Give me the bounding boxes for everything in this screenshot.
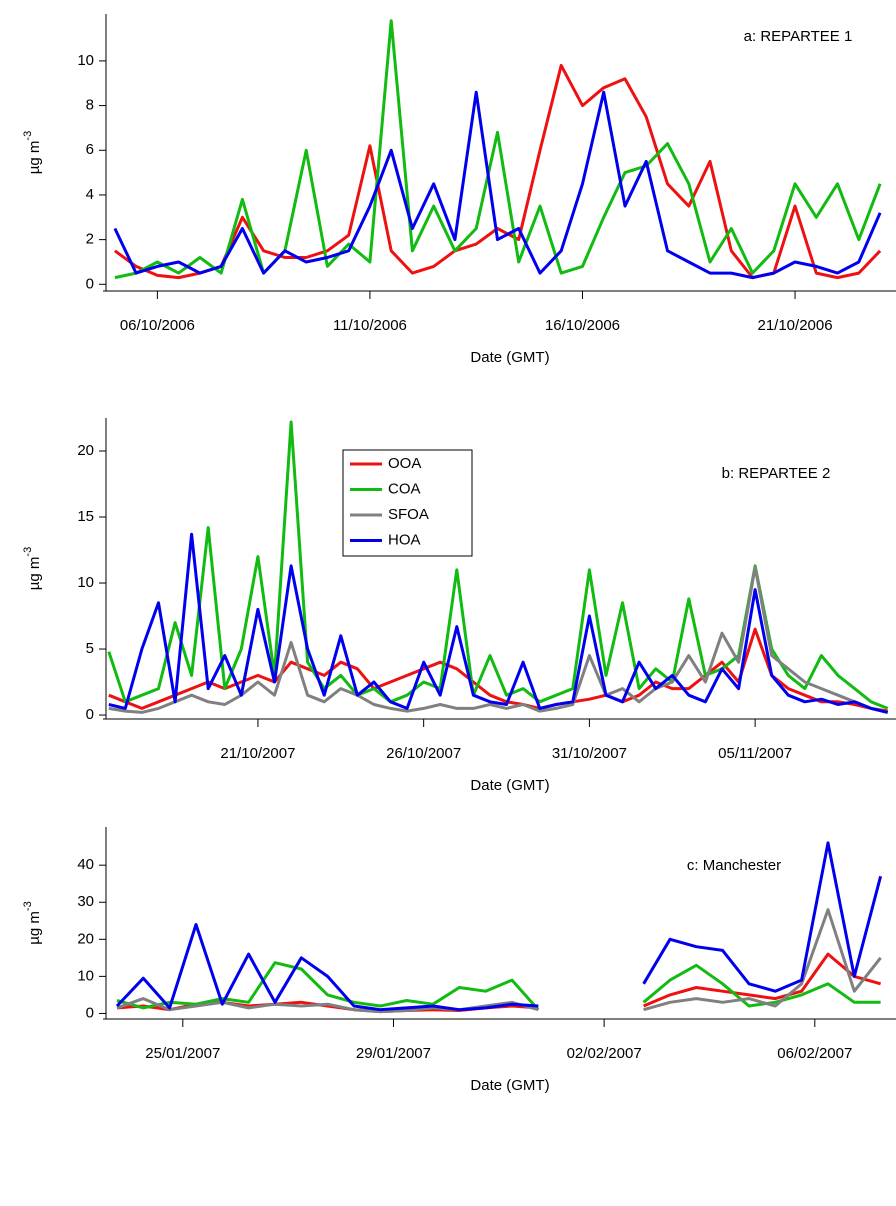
y-tick-label: 6 <box>86 141 94 158</box>
x-tick-label: 26/10/2007 <box>386 745 461 762</box>
y-axis-label: µg m-3 <box>22 547 43 590</box>
y-tick-label: 0 <box>86 1004 94 1021</box>
y-tick-label: 0 <box>86 706 94 723</box>
panel: 0 2 4 6 8 10 06/10/2006 11/10/2006 16/10/2006 21/… <box>22 14 896 366</box>
annotation: c: Manchester <box>687 857 781 874</box>
legend-label: HOA <box>388 531 421 548</box>
series-line <box>108 565 889 714</box>
y-tick-label: 4 <box>86 186 94 203</box>
series-line <box>114 19 882 280</box>
y-tick-label: 10 <box>77 967 94 984</box>
x-tick-label: 16/10/2006 <box>545 317 620 334</box>
x-axis-label: Date (GMT) <box>470 777 549 794</box>
series-line <box>115 841 883 1012</box>
x-axis-label: Date (GMT) <box>470 349 549 366</box>
y-axis-label-sup: -3 <box>22 131 34 141</box>
y-tick-label: 2 <box>86 231 94 248</box>
y-axis-label-text: µg m <box>26 911 43 945</box>
annotation: b: REPARTEE 2 <box>722 465 831 482</box>
y-axis-label: µg m-3 <box>22 901 43 944</box>
series-line <box>108 532 889 714</box>
y-tick-label: 10 <box>77 52 94 69</box>
x-tick-label: 25/01/2007 <box>145 1045 220 1062</box>
annotation: a: REPARTEE 1 <box>744 28 853 45</box>
x-tick-label: 21/10/2006 <box>757 317 832 334</box>
y-tick-label: 40 <box>77 856 94 873</box>
legend-label: OOA <box>388 455 421 472</box>
series-line <box>116 961 881 1011</box>
panel: 0 5 10 15 20 21/10/2007 26/10/2007 31/10/2007 05… <box>22 418 896 794</box>
x-tick-label: 29/01/2007 <box>356 1045 431 1062</box>
x-tick-label: 21/10/2007 <box>220 745 295 762</box>
y-tick-label: 30 <box>77 893 94 910</box>
legend-label: SFOA <box>388 506 429 523</box>
y-tick-label: 10 <box>77 574 94 591</box>
x-tick-label: 11/10/2006 <box>333 317 407 334</box>
panel: 0 10 20 30 40 25/01/2007 29/01/2007 02/02/2007 0… <box>22 827 896 1094</box>
x-axis-label: Date (GMT) <box>470 1077 549 1094</box>
series-line <box>113 90 882 280</box>
series-line <box>108 627 888 713</box>
y-tick-label: 5 <box>86 640 94 657</box>
y-tick-label: 15 <box>77 508 94 525</box>
x-tick-label: 05/11/2007 <box>718 745 792 762</box>
x-tick-label: 02/02/2007 <box>567 1045 642 1062</box>
y-axis-label: µg m-3 <box>22 131 43 174</box>
y-tick-label: 0 <box>86 275 94 292</box>
legend-box <box>342 449 473 557</box>
x-tick-label: 06/02/2007 <box>777 1045 852 1062</box>
y-axis-label-text: µg m <box>26 557 43 591</box>
y-tick-label: 8 <box>86 97 94 114</box>
legend-label: COA <box>388 480 421 497</box>
x-tick-label: 31/10/2007 <box>552 745 627 762</box>
y-axis-label-sup: -3 <box>22 547 34 557</box>
y-axis-label-sup: -3 <box>22 901 34 911</box>
x-tick-label: 06/10/2006 <box>120 317 195 334</box>
y-tick-label: 20 <box>77 442 94 459</box>
y-tick-label: 20 <box>77 930 94 947</box>
y-axis-label-text: µg m <box>26 141 43 175</box>
